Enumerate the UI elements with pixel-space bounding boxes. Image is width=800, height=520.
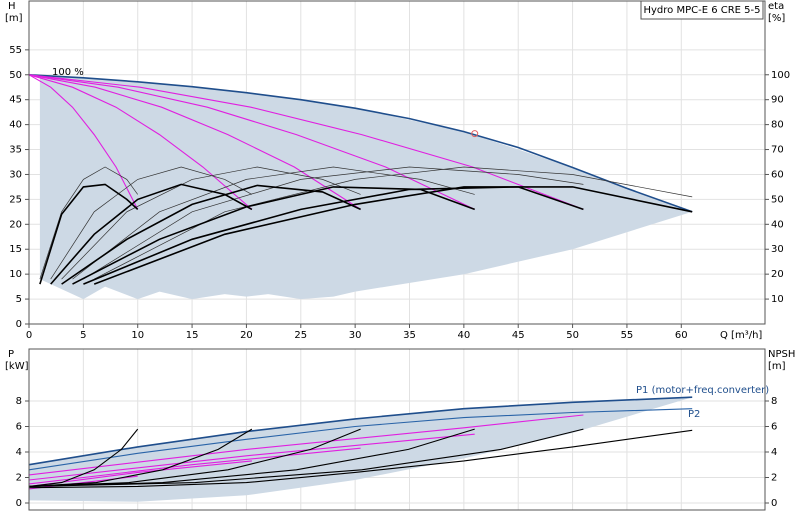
y-axis-unit: [m] <box>5 13 23 24</box>
curve <box>28 408 693 471</box>
x-tick-label: 40 <box>457 330 470 341</box>
curve <box>28 74 139 210</box>
x-tick-label: 30 <box>349 330 362 341</box>
curve <box>28 428 361 487</box>
curve <box>83 166 584 280</box>
y-tick-label: 35 <box>9 145 22 156</box>
y2-tick-label: 50 <box>771 194 784 205</box>
y-axis-unit: [kW] <box>5 361 29 372</box>
y-tick-label: 15 <box>9 244 22 255</box>
x-tick-label: 10 <box>131 330 144 341</box>
curve <box>50 166 253 280</box>
y2-axis-unit: [%] <box>768 13 785 24</box>
curve <box>28 433 475 481</box>
curve <box>28 428 253 487</box>
curve <box>61 166 361 280</box>
x-tick-label: 5 <box>80 330 86 341</box>
y2-tick-label: 40 <box>771 219 784 230</box>
y2-tick-label: 10 <box>771 294 784 305</box>
curve <box>28 74 253 210</box>
y-tick-label: 0 <box>16 498 22 509</box>
curve <box>39 166 138 280</box>
y2-tick-label: 100 <box>771 70 790 81</box>
y-tick-label: 6 <box>16 422 22 433</box>
curve <box>93 186 693 285</box>
curve <box>61 184 361 285</box>
x-tick-label: 20 <box>240 330 253 341</box>
x-tick-label: 60 <box>675 330 688 341</box>
y-tick-label: 25 <box>9 194 22 205</box>
y2-axis-label: eta <box>768 1 784 12</box>
duty-point <box>471 130 479 138</box>
y-tick-label: 2 <box>16 472 22 483</box>
y-tick-label: 50 <box>9 70 22 81</box>
x-axis-label: Q [m³/h] <box>720 330 762 341</box>
y-axis-label: H <box>8 1 16 12</box>
y-tick-label: 4 <box>16 447 22 458</box>
y-tick-label: 0 <box>16 319 22 330</box>
y2-tick-label: 2 <box>771 472 777 483</box>
curve <box>28 74 584 210</box>
y-tick-label: 55 <box>9 45 22 56</box>
curve <box>72 166 475 280</box>
y2-axis-label: NPSH <box>768 349 795 360</box>
y2-tick-label: 4 <box>771 447 777 458</box>
y-tick-label: 45 <box>9 95 22 106</box>
operating-region <box>29 397 693 502</box>
y2-tick-label: 80 <box>771 120 784 131</box>
plot-frame <box>28 0 766 325</box>
annotation: 100 % <box>52 67 84 78</box>
curve-label: P2 <box>688 409 700 420</box>
title-box <box>640 0 764 20</box>
y-tick-label: 40 <box>9 120 22 131</box>
curve <box>28 74 693 213</box>
y-tick-label: 20 <box>9 219 22 230</box>
x-tick-label: 55 <box>621 330 634 341</box>
y2-tick-label: 60 <box>771 169 784 180</box>
y2-tick-label: 30 <box>771 244 784 255</box>
x-tick-label: 50 <box>566 330 579 341</box>
x-tick-label: 15 <box>186 330 199 341</box>
curve <box>28 396 693 466</box>
curve <box>28 429 693 489</box>
curve <box>39 183 139 285</box>
curve <box>28 428 584 487</box>
curve-label: P1 (motor+freq.converter) <box>636 385 769 396</box>
y-tick-label: 10 <box>9 269 22 280</box>
y2-tick-label: 90 <box>771 95 784 106</box>
curve <box>28 74 361 210</box>
y2-tick-label: 20 <box>771 269 784 280</box>
chart-title: Hydro MPC-E 6 CRE 5-5 <box>643 5 760 16</box>
y-tick-label: 5 <box>16 294 22 305</box>
curve <box>50 183 253 285</box>
x-tick-label: 0 <box>26 330 32 341</box>
curve <box>28 414 584 476</box>
y2-tick-label: 6 <box>771 422 777 433</box>
x-tick-label: 45 <box>512 330 525 341</box>
curve <box>83 186 584 285</box>
curve <box>28 447 361 485</box>
y-axis-label: P <box>8 349 14 360</box>
y2-tick-label: 0 <box>771 498 777 509</box>
plot-frame <box>28 348 766 511</box>
curve <box>28 428 139 487</box>
y2-tick-label: 70 <box>771 145 784 156</box>
x-tick-label: 35 <box>403 330 416 341</box>
y-tick-label: 30 <box>9 169 22 180</box>
x-tick-label: 25 <box>294 330 307 341</box>
y-tick-label: 8 <box>16 396 22 407</box>
y2-tick-label: 8 <box>771 396 777 407</box>
y2-axis-unit: [m] <box>768 361 786 372</box>
